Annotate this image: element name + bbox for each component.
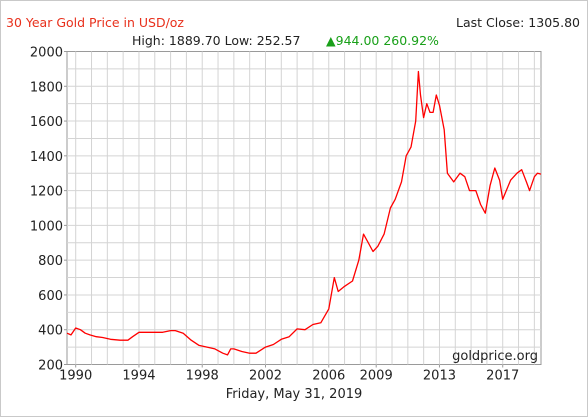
y-tick-label: 800 [38, 254, 63, 269]
x-tick-label: 1994 [122, 369, 155, 384]
x-tick-label: 2002 [249, 369, 282, 384]
series-line [66, 70, 542, 356]
y-tick-label: 1600 [30, 115, 63, 130]
footer-date: Friday, May 31, 2019 [226, 387, 363, 402]
y-tick-label: 1000 [30, 219, 63, 234]
x-tick-label: 2017 [486, 369, 519, 384]
x-tick-label: 2009 [360, 369, 393, 384]
grid [67, 51, 541, 365]
y-tick-label: 200 [38, 359, 63, 374]
axes: 200 400 600 800 1000 1200 1400 1600 1800 2000 1990… [30, 46, 519, 384]
high-low-label: High: 1889.70 Low: 252.57 [132, 33, 300, 48]
x-tick-label: 1998 [186, 369, 219, 384]
change-label: ▲944.00 260.92% [326, 33, 439, 48]
y-tick-label: 1800 [30, 80, 63, 95]
x-tick-label: 2006 [312, 369, 345, 384]
chart-title: 30 Year Gold Price in USD/oz [6, 15, 184, 30]
y-tick-label: 1200 [30, 185, 63, 200]
series-layer [66, 70, 542, 356]
y-tick-label: 2000 [30, 46, 63, 61]
y-tick-label: 600 [38, 289, 63, 304]
y-tick-label: 400 [38, 324, 63, 339]
x-tick-label: 1990 [59, 369, 92, 384]
y-tick-label: 1400 [30, 150, 63, 165]
watermark: goldprice.org [452, 349, 538, 364]
last-close-label: Last Close: 1305.80 [456, 15, 580, 30]
x-tick-label: 2013 [423, 369, 456, 384]
